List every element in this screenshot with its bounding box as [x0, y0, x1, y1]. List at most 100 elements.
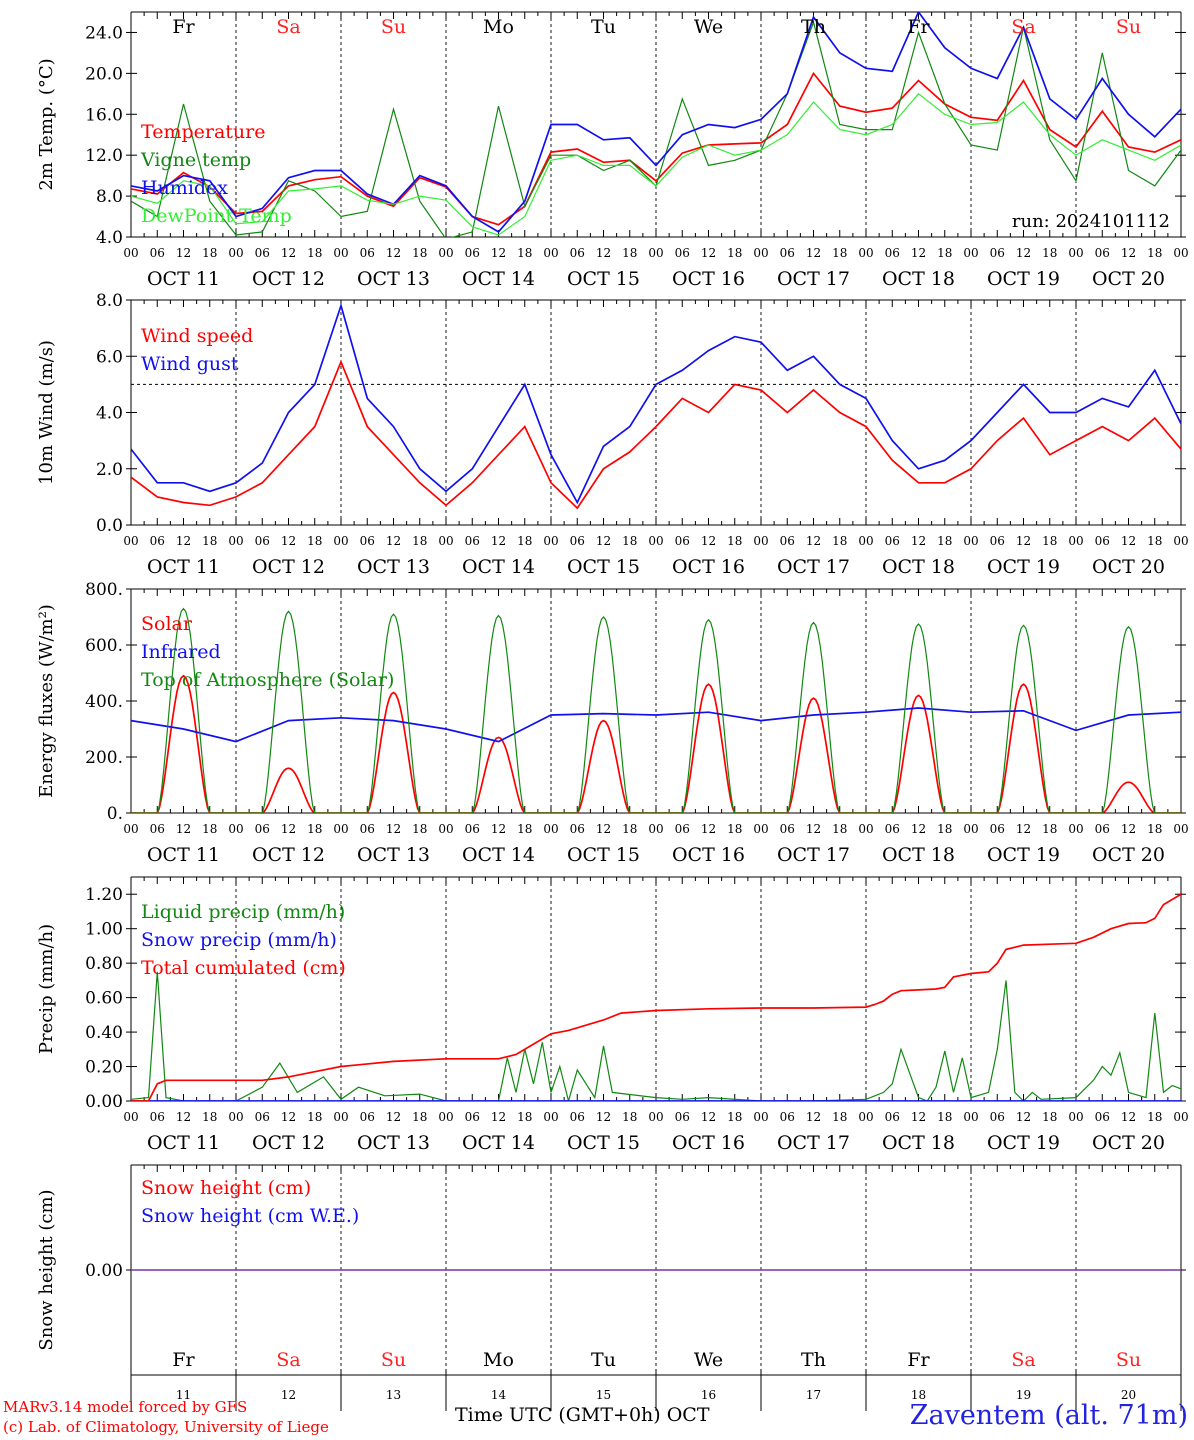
station-name: Zaventem (alt. 71m) — [909, 1400, 1188, 1431]
day-number-label: 11 — [176, 1388, 191, 1402]
hour-label: 12 — [701, 534, 716, 548]
date-label: OCT 20 — [1092, 556, 1165, 578]
panel-5: 0.00 Snow height (cm) Snow height (cm) Snow… — [36, 1164, 1186, 1411]
hour-label: 12 — [1016, 1110, 1031, 1124]
weekday-label: We — [694, 1349, 723, 1371]
hour-label: 00 — [1173, 1110, 1188, 1124]
date-label: OCT 12 — [252, 844, 325, 866]
hour-label: 18 — [412, 246, 427, 260]
model-credit: MARv3.14 model forced by GFS — [3, 1398, 248, 1416]
legend-entry: Infrared — [141, 641, 221, 663]
date-label: OCT 17 — [777, 556, 850, 578]
day-number-label: 12 — [281, 1388, 296, 1402]
day-number-label: 19 — [1016, 1388, 1031, 1402]
hour-label: 18 — [937, 1110, 952, 1124]
hour-label: 00 — [1173, 534, 1188, 548]
date-label: OCT 11 — [147, 844, 220, 866]
hour-label: 18 — [412, 822, 427, 836]
hour-label: 12 — [491, 246, 506, 260]
date-label: OCT 14 — [462, 1132, 535, 1154]
date-label: OCT 15 — [567, 844, 640, 866]
hour-label: 00 — [333, 534, 348, 548]
hour-label: 06 — [465, 822, 480, 836]
date-label: OCT 13 — [357, 268, 430, 290]
weekday-label: Sa — [276, 16, 300, 38]
hour-label: 06 — [675, 822, 690, 836]
weekday-label: Sa — [1011, 16, 1035, 38]
hour-label: 12 — [596, 246, 611, 260]
date-label: OCT 18 — [882, 556, 955, 578]
date-label: OCT 19 — [987, 556, 1060, 578]
date-label: OCT 11 — [147, 556, 220, 578]
hour-label: 12 — [281, 534, 296, 548]
day-number-label: 17 — [806, 1388, 821, 1402]
y-tick-label: 4.0 — [96, 228, 123, 248]
hour-label: 06 — [990, 1110, 1005, 1124]
y-tick-label: 16.0 — [85, 105, 123, 125]
hour-label: 18 — [307, 822, 322, 836]
hour-label: 18 — [1042, 246, 1057, 260]
hour-label: 12 — [806, 1110, 821, 1124]
time-axis-title: Time UTC (GMT+0h) OCT — [455, 1404, 710, 1426]
hour-label: 18 — [517, 246, 532, 260]
hour-label: 06 — [885, 246, 900, 260]
hour-label: 18 — [1147, 822, 1162, 836]
series-liquid-precip-mm-h — [131, 971, 1181, 1101]
hour-label: 06 — [465, 1110, 480, 1124]
hour-label: 06 — [465, 246, 480, 260]
hour-label: 06 — [1095, 822, 1110, 836]
hour-label: 00 — [438, 246, 453, 260]
hour-label: 00 — [543, 822, 558, 836]
weekday-label: Tu — [591, 1349, 616, 1371]
hour-label: 12 — [281, 822, 296, 836]
hour-label: 12 — [1016, 246, 1031, 260]
hour-label: 00 — [438, 534, 453, 548]
hour-label: 18 — [412, 1110, 427, 1124]
hour-label: 00 — [333, 1110, 348, 1124]
date-label: OCT 13 — [357, 556, 430, 578]
hour-label: 18 — [1042, 822, 1057, 836]
hour-label: 06 — [885, 1110, 900, 1124]
hour-label: 00 — [1173, 822, 1188, 836]
hour-label: 06 — [780, 246, 795, 260]
y-tick-label: 1.00 — [85, 920, 123, 940]
hour-label: 00 — [648, 246, 663, 260]
hour-label: 18 — [622, 822, 637, 836]
hour-label: 06 — [885, 534, 900, 548]
date-label: OCT 16 — [672, 268, 745, 290]
hour-label: 00 — [123, 1110, 138, 1124]
weekday-label: Fr — [172, 1349, 195, 1371]
series-total-cumulated-cm — [131, 893, 1181, 1101]
hour-label: 06 — [465, 534, 480, 548]
hour-label: 12 — [911, 1110, 926, 1124]
lab-credit: (c) Lab. of Climatology, University of L… — [3, 1418, 329, 1436]
hour-label: 06 — [150, 246, 165, 260]
hour-label: 12 — [1121, 1110, 1136, 1124]
panel-4: 0.00 0.20 0.40 0.60 0.80 1.00 1.20 Precip (mm/h… — [36, 876, 1189, 1154]
hour-label: 06 — [1095, 1110, 1110, 1124]
y-tick-label: 1.20 — [85, 885, 123, 905]
hour-label: 12 — [596, 534, 611, 548]
legend-entry: Solar — [141, 613, 193, 635]
hour-label: 00 — [963, 822, 978, 836]
panel-1: 4.0 8.0 12.0 16.0 20.0 24.0 2m Temp. (°C) Tempe… — [36, 11, 1189, 290]
legend-entry: Wind gust — [141, 353, 239, 375]
hour-label: 00 — [228, 246, 243, 260]
weekday-label: We — [694, 16, 723, 38]
date-label: OCT 14 — [462, 268, 535, 290]
legend-entry: Top of Atmosphere (Solar) — [141, 669, 394, 691]
hour-label: 12 — [386, 1110, 401, 1124]
y-tick-label: 4.0 — [96, 404, 123, 424]
hour-label: 12 — [176, 534, 191, 548]
series-humidex — [131, 12, 1181, 233]
hour-label: 00 — [963, 1110, 978, 1124]
y-tick-label: 0.00 — [85, 1261, 123, 1281]
hour-label: 12 — [806, 822, 821, 836]
hour-label: 00 — [963, 534, 978, 548]
hour-label: 06 — [990, 534, 1005, 548]
day-number-label: 13 — [386, 1388, 401, 1402]
date-label: OCT 20 — [1092, 1132, 1165, 1154]
y-tick-label: 8.0 — [96, 187, 123, 207]
date-label: OCT 17 — [777, 268, 850, 290]
